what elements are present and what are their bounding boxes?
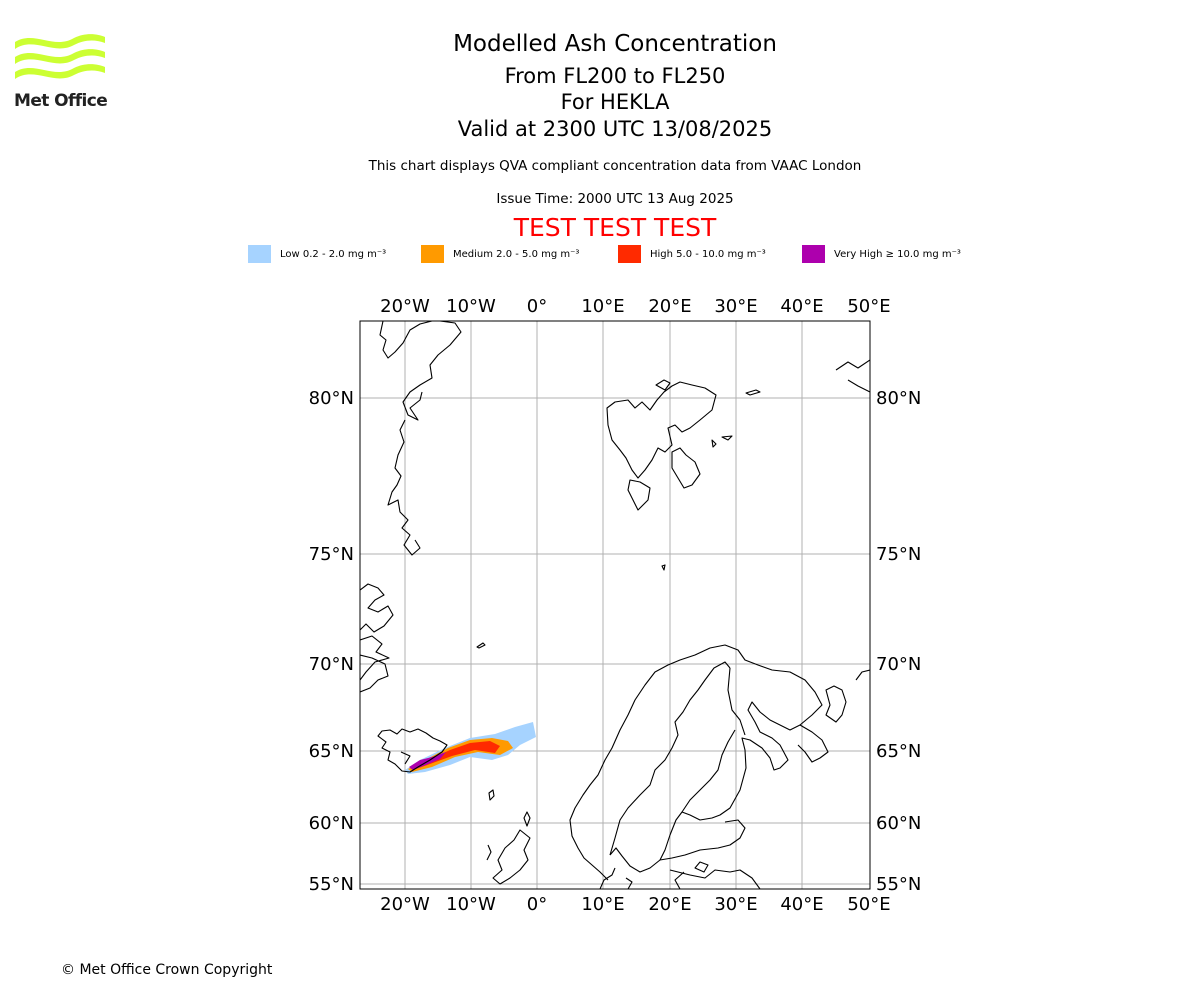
lon-label-top-10e: 10°E [581, 296, 624, 317]
lon-label-bottom-20e: 20°E [648, 894, 691, 915]
lat-label-right-80n: 80°N [876, 388, 921, 409]
legend-swatch-low [248, 245, 271, 263]
lat-label-right-65n: 65°N [876, 741, 921, 762]
lon-label-top-30e: 30°E [714, 296, 757, 317]
test-banner: TEST TEST TEST [513, 213, 717, 242]
legend-item-low: Low 0.2 - 2.0 mg m⁻³ [248, 244, 386, 264]
legend-item-medium: Medium 2.0 - 5.0 mg m⁻³ [421, 244, 579, 264]
volcano-name: For HEKLA [560, 90, 670, 114]
lat-label-left-65n: 65°N [309, 741, 354, 762]
lat-label-left-75n: 75°N [309, 544, 354, 565]
lat-label-right-70n: 70°N [876, 654, 921, 675]
lon-label-top-10w: 10°W [446, 296, 496, 317]
legend-swatch-medium [421, 245, 444, 263]
map-gridlines [360, 321, 870, 889]
legend-item-high: High 5.0 - 10.0 mg m⁻³ [618, 244, 766, 264]
chart-title: Modelled Ash Concentration [453, 31, 777, 57]
copyright-notice: © Met Office Crown Copyright [61, 962, 273, 978]
lat-label-left-70n: 70°N [309, 654, 354, 675]
legend-swatch-very-high [802, 245, 825, 263]
lon-label-top-20e: 20°E [648, 296, 691, 317]
lon-label-bottom-40e: 40°E [780, 894, 823, 915]
met-office-logo-icon [15, 34, 105, 79]
lon-label-bottom-20w: 20°W [380, 894, 430, 915]
lon-label-top-40e: 40°E [780, 296, 823, 317]
lon-label-bottom-10e: 10°E [581, 894, 624, 915]
lon-label-top-20w: 20°W [380, 296, 430, 317]
valid-time: Valid at 2300 UTC 13/08/2025 [457, 117, 773, 141]
lon-label-top-50e: 50°E [847, 296, 890, 317]
lon-label-bottom-0: 0° [527, 894, 547, 915]
lat-label-right-75n: 75°N [876, 544, 921, 565]
map-frame [359, 320, 871, 890]
ash-high-area [410, 741, 500, 770]
lat-label-left-60n: 60°N [309, 813, 354, 834]
issue-time: Issue Time: 2000 UTC 13 Aug 2025 [496, 191, 734, 207]
legend-swatch-high [618, 245, 641, 263]
legend-label-low: Low 0.2 - 2.0 mg m⁻³ [280, 248, 387, 260]
lat-label-left-55n: 55°N [309, 874, 354, 895]
lat-label-left-80n: 80°N [309, 388, 354, 409]
coastlines [360, 321, 870, 889]
lon-label-top-0: 0° [527, 296, 547, 317]
lon-label-bottom-30e: 30°E [714, 894, 757, 915]
legend-item-very-high: Very High ≥ 10.0 mg m⁻³ [802, 244, 961, 264]
lon-label-bottom-50e: 50°E [847, 894, 890, 915]
legend-label-medium: Medium 2.0 - 5.0 mg m⁻³ [453, 248, 580, 260]
lat-label-right-55n: 55°N [876, 874, 921, 895]
legend-label-very-high: Very High ≥ 10.0 mg m⁻³ [834, 248, 961, 260]
qva-note: This chart displays QVA compliant concen… [368, 158, 862, 174]
lon-label-bottom-10w: 10°W [446, 894, 496, 915]
flight-level-range: From FL200 to FL250 [504, 64, 726, 88]
met-office-logo-text: Met Office [14, 91, 108, 111]
legend-label-high: High 5.0 - 10.0 mg m⁻³ [650, 248, 766, 260]
lat-label-right-60n: 60°N [876, 813, 921, 834]
